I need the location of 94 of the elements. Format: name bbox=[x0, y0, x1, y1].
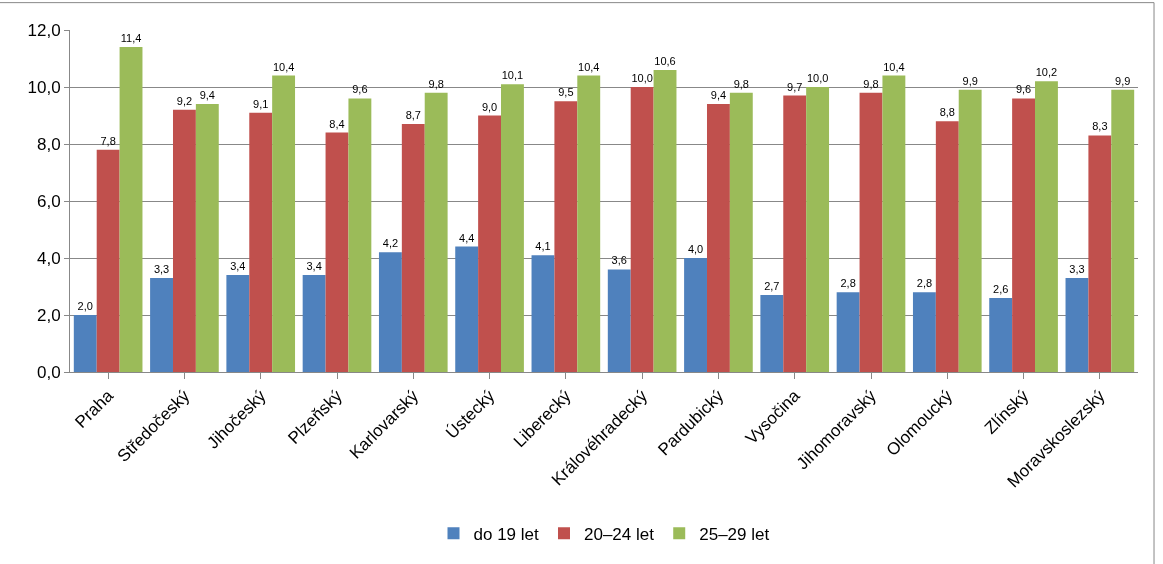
data-label: 3,6 bbox=[611, 254, 627, 267]
bar bbox=[760, 295, 784, 372]
y-tick-label: 6,0 bbox=[36, 191, 61, 211]
data-label: 4,2 bbox=[382, 237, 399, 250]
bar bbox=[455, 246, 479, 372]
data-label: 10,1 bbox=[501, 69, 524, 82]
data-label: 9,6 bbox=[352, 83, 368, 96]
data-label: 4,4 bbox=[459, 231, 475, 244]
bar bbox=[1012, 98, 1036, 372]
bar bbox=[272, 75, 296, 372]
bar bbox=[325, 132, 349, 372]
bar bbox=[1065, 277, 1089, 372]
bar bbox=[96, 149, 120, 372]
bar bbox=[249, 112, 273, 372]
y-tick-label: 4,0 bbox=[36, 248, 61, 268]
data-label: 9,7 bbox=[787, 80, 803, 93]
data-label: 10,4 bbox=[883, 60, 905, 73]
bar bbox=[348, 98, 372, 372]
data-label: 2,8 bbox=[916, 277, 933, 290]
bar bbox=[478, 115, 502, 372]
bar bbox=[684, 258, 707, 372]
y-tick-label: 2,0 bbox=[36, 305, 61, 325]
data-label: 10,2 bbox=[1035, 66, 1058, 79]
bar bbox=[577, 75, 601, 372]
data-label: 10,0 bbox=[806, 72, 829, 84]
bar bbox=[630, 87, 654, 372]
bar bbox=[989, 297, 1013, 372]
bar bbox=[783, 95, 807, 372]
bar bbox=[935, 121, 959, 372]
bar bbox=[378, 252, 402, 372]
bar bbox=[401, 124, 425, 372]
bar bbox=[882, 75, 906, 372]
legend-label: do 19 let bbox=[473, 524, 539, 544]
data-label: 7,8 bbox=[100, 134, 116, 147]
bar bbox=[729, 92, 753, 372]
bar bbox=[607, 269, 631, 372]
bar bbox=[73, 315, 97, 372]
data-label: 10,4 bbox=[578, 60, 600, 73]
bar bbox=[531, 255, 555, 372]
data-label: 8,3 bbox=[1092, 120, 1108, 133]
data-label: 8,7 bbox=[405, 109, 421, 122]
legend-label: 20–24 let bbox=[584, 524, 655, 544]
y-tick-label: 8,0 bbox=[36, 134, 61, 154]
data-label: 9,2 bbox=[176, 94, 193, 107]
bar bbox=[195, 104, 219, 372]
data-label: 3,3 bbox=[1069, 262, 1085, 275]
data-label: 2,8 bbox=[840, 277, 856, 290]
bar bbox=[706, 104, 730, 372]
data-label: 9,8 bbox=[863, 77, 879, 90]
data-label: 10,6 bbox=[654, 54, 676, 67]
data-label: 2,6 bbox=[993, 282, 1009, 295]
data-label: 9,8 bbox=[733, 77, 749, 90]
data-label: 8,4 bbox=[329, 117, 345, 130]
data-label: 2,7 bbox=[764, 280, 780, 293]
data-label: 9,4 bbox=[199, 89, 215, 102]
data-label: 3,3 bbox=[153, 262, 170, 275]
bar bbox=[958, 89, 982, 372]
bar bbox=[912, 292, 936, 372]
bar bbox=[806, 87, 830, 372]
data-label: 9,0 bbox=[481, 100, 498, 113]
bar bbox=[859, 92, 883, 372]
data-label: 9,1 bbox=[253, 97, 269, 110]
data-label: 9,4 bbox=[710, 89, 727, 102]
data-label: 8,8 bbox=[939, 106, 955, 119]
bar bbox=[1035, 81, 1058, 372]
bar bbox=[226, 275, 250, 372]
data-label: 10,0 bbox=[631, 72, 653, 84]
data-label: 11,4 bbox=[120, 32, 142, 45]
data-label: 9,9 bbox=[962, 74, 978, 87]
bar bbox=[1088, 135, 1112, 372]
bar bbox=[150, 277, 173, 372]
data-label: 4,0 bbox=[687, 243, 704, 255]
data-label: 3,4 bbox=[306, 260, 322, 273]
data-label: 9,9 bbox=[1115, 74, 1131, 87]
bar bbox=[172, 109, 196, 372]
data-label: 9,5 bbox=[558, 86, 574, 99]
data-label: 4,1 bbox=[535, 240, 551, 253]
data-label: 9,8 bbox=[428, 77, 444, 90]
bar bbox=[1111, 89, 1135, 372]
legend-label: 25–29 let bbox=[699, 524, 770, 544]
bar bbox=[653, 69, 677, 372]
data-label: 2,0 bbox=[77, 300, 93, 312]
y-tick-label: 12,0 bbox=[27, 20, 61, 40]
data-label: 3,4 bbox=[230, 260, 246, 273]
y-tick-label: 0,0 bbox=[36, 362, 61, 382]
bar bbox=[302, 275, 326, 372]
bar bbox=[119, 47, 143, 372]
bar bbox=[424, 92, 448, 372]
bar bbox=[501, 84, 524, 372]
bar bbox=[554, 101, 578, 372]
data-label: 9,6 bbox=[1015, 83, 1032, 96]
bar bbox=[836, 292, 860, 372]
y-tick-label: 10,0 bbox=[27, 77, 61, 97]
data-label: 10,4 bbox=[272, 60, 295, 73]
